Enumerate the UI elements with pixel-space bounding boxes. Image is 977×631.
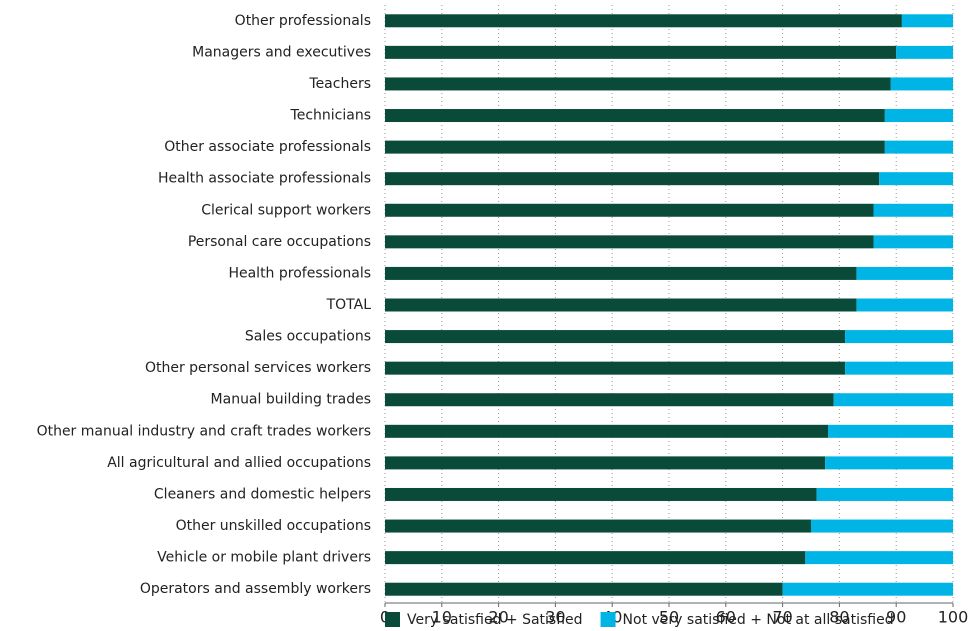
y-tick-label: TOTAL <box>326 297 372 313</box>
bar-segment <box>385 140 885 154</box>
bar-segment <box>385 172 880 186</box>
y-tick-label: Teachers <box>308 76 371 92</box>
bar-segment <box>385 393 834 407</box>
y-tick-label: Technicians <box>290 108 371 124</box>
y-tick-label: Other manual industry and craft trades w… <box>37 423 371 439</box>
bar-segment <box>782 582 953 596</box>
x-tick-label: 10 <box>432 608 452 627</box>
bar-segment <box>385 235 874 249</box>
bar-segment <box>385 551 806 565</box>
bar-segment <box>890 77 953 91</box>
y-tick-label: Operators and assembly workers <box>140 581 371 597</box>
y-tick-label: Personal care occupations <box>188 234 371 250</box>
y-tick-label: Other professionals <box>235 13 371 29</box>
y-tick-label: Other unskilled occupations <box>176 518 371 534</box>
bar-segment <box>873 203 953 217</box>
bar-segment <box>385 361 846 375</box>
x-tick-label: 60 <box>716 608 736 627</box>
y-tick-label: Health professionals <box>228 265 371 281</box>
bar-segment <box>385 203 874 217</box>
x-tick-label: 70 <box>772 608 792 627</box>
x-tick-label: 80 <box>829 608 849 627</box>
legend-swatch <box>600 612 616 627</box>
bar-segment <box>816 487 953 501</box>
legend-label: Not very satisfied + Not at all satisfie… <box>623 612 894 628</box>
x-tick-label: 90 <box>886 608 906 627</box>
bar-segment <box>896 45 953 59</box>
bar-segment <box>385 330 846 344</box>
y-tick-label: Vehicle or mobile plant drivers <box>157 550 371 566</box>
bar-segment <box>856 266 953 280</box>
bar-segment <box>825 456 953 470</box>
bar-segment <box>385 77 891 91</box>
bar-segment <box>833 393 953 407</box>
bar-segment <box>385 519 811 533</box>
bar-segment <box>385 45 897 59</box>
legend-label: Very satisfied + Satisfied <box>407 612 583 628</box>
bar-segment <box>901 14 953 28</box>
x-tick-label: 100 <box>938 608 969 627</box>
bar-segment <box>845 330 953 344</box>
legend-swatch <box>385 612 400 627</box>
bar-segment <box>828 424 953 438</box>
bar-segment <box>385 109 885 123</box>
y-tick-label: All agricultural and allied occupations <box>107 455 371 471</box>
bar-segment <box>845 361 953 375</box>
bar-segment <box>385 266 857 280</box>
bar-segment <box>856 298 953 312</box>
bar-segment <box>811 519 953 533</box>
x-tick-label: 20 <box>488 608 508 627</box>
x-tick-label: 50 <box>659 608 679 627</box>
bar-segment <box>385 424 829 438</box>
y-tick-label: Managers and executives <box>192 44 371 60</box>
y-tick-label: Sales occupations <box>245 329 371 345</box>
bar-segment <box>385 487 817 501</box>
y-tick-label: Health associate professionals <box>158 171 371 187</box>
y-tick-label: Other associate professionals <box>164 139 371 155</box>
bar-segment <box>884 109 953 123</box>
bar-segment <box>879 172 953 186</box>
bar-segment <box>385 582 783 596</box>
bar-segment <box>385 298 857 312</box>
bar-segment <box>385 14 902 28</box>
bar-segment <box>385 456 826 470</box>
bar-segment <box>884 140 953 154</box>
y-tick-label: Other personal services workers <box>145 360 371 376</box>
bar-segment <box>873 235 953 249</box>
bar-segment <box>805 551 953 565</box>
y-tick-label: Manual building trades <box>211 392 371 408</box>
x-tick-label: 30 <box>545 608 565 627</box>
y-tick-label: Cleaners and domestic helpers <box>154 486 371 502</box>
y-tick-label: Clerical support workers <box>201 202 371 218</box>
